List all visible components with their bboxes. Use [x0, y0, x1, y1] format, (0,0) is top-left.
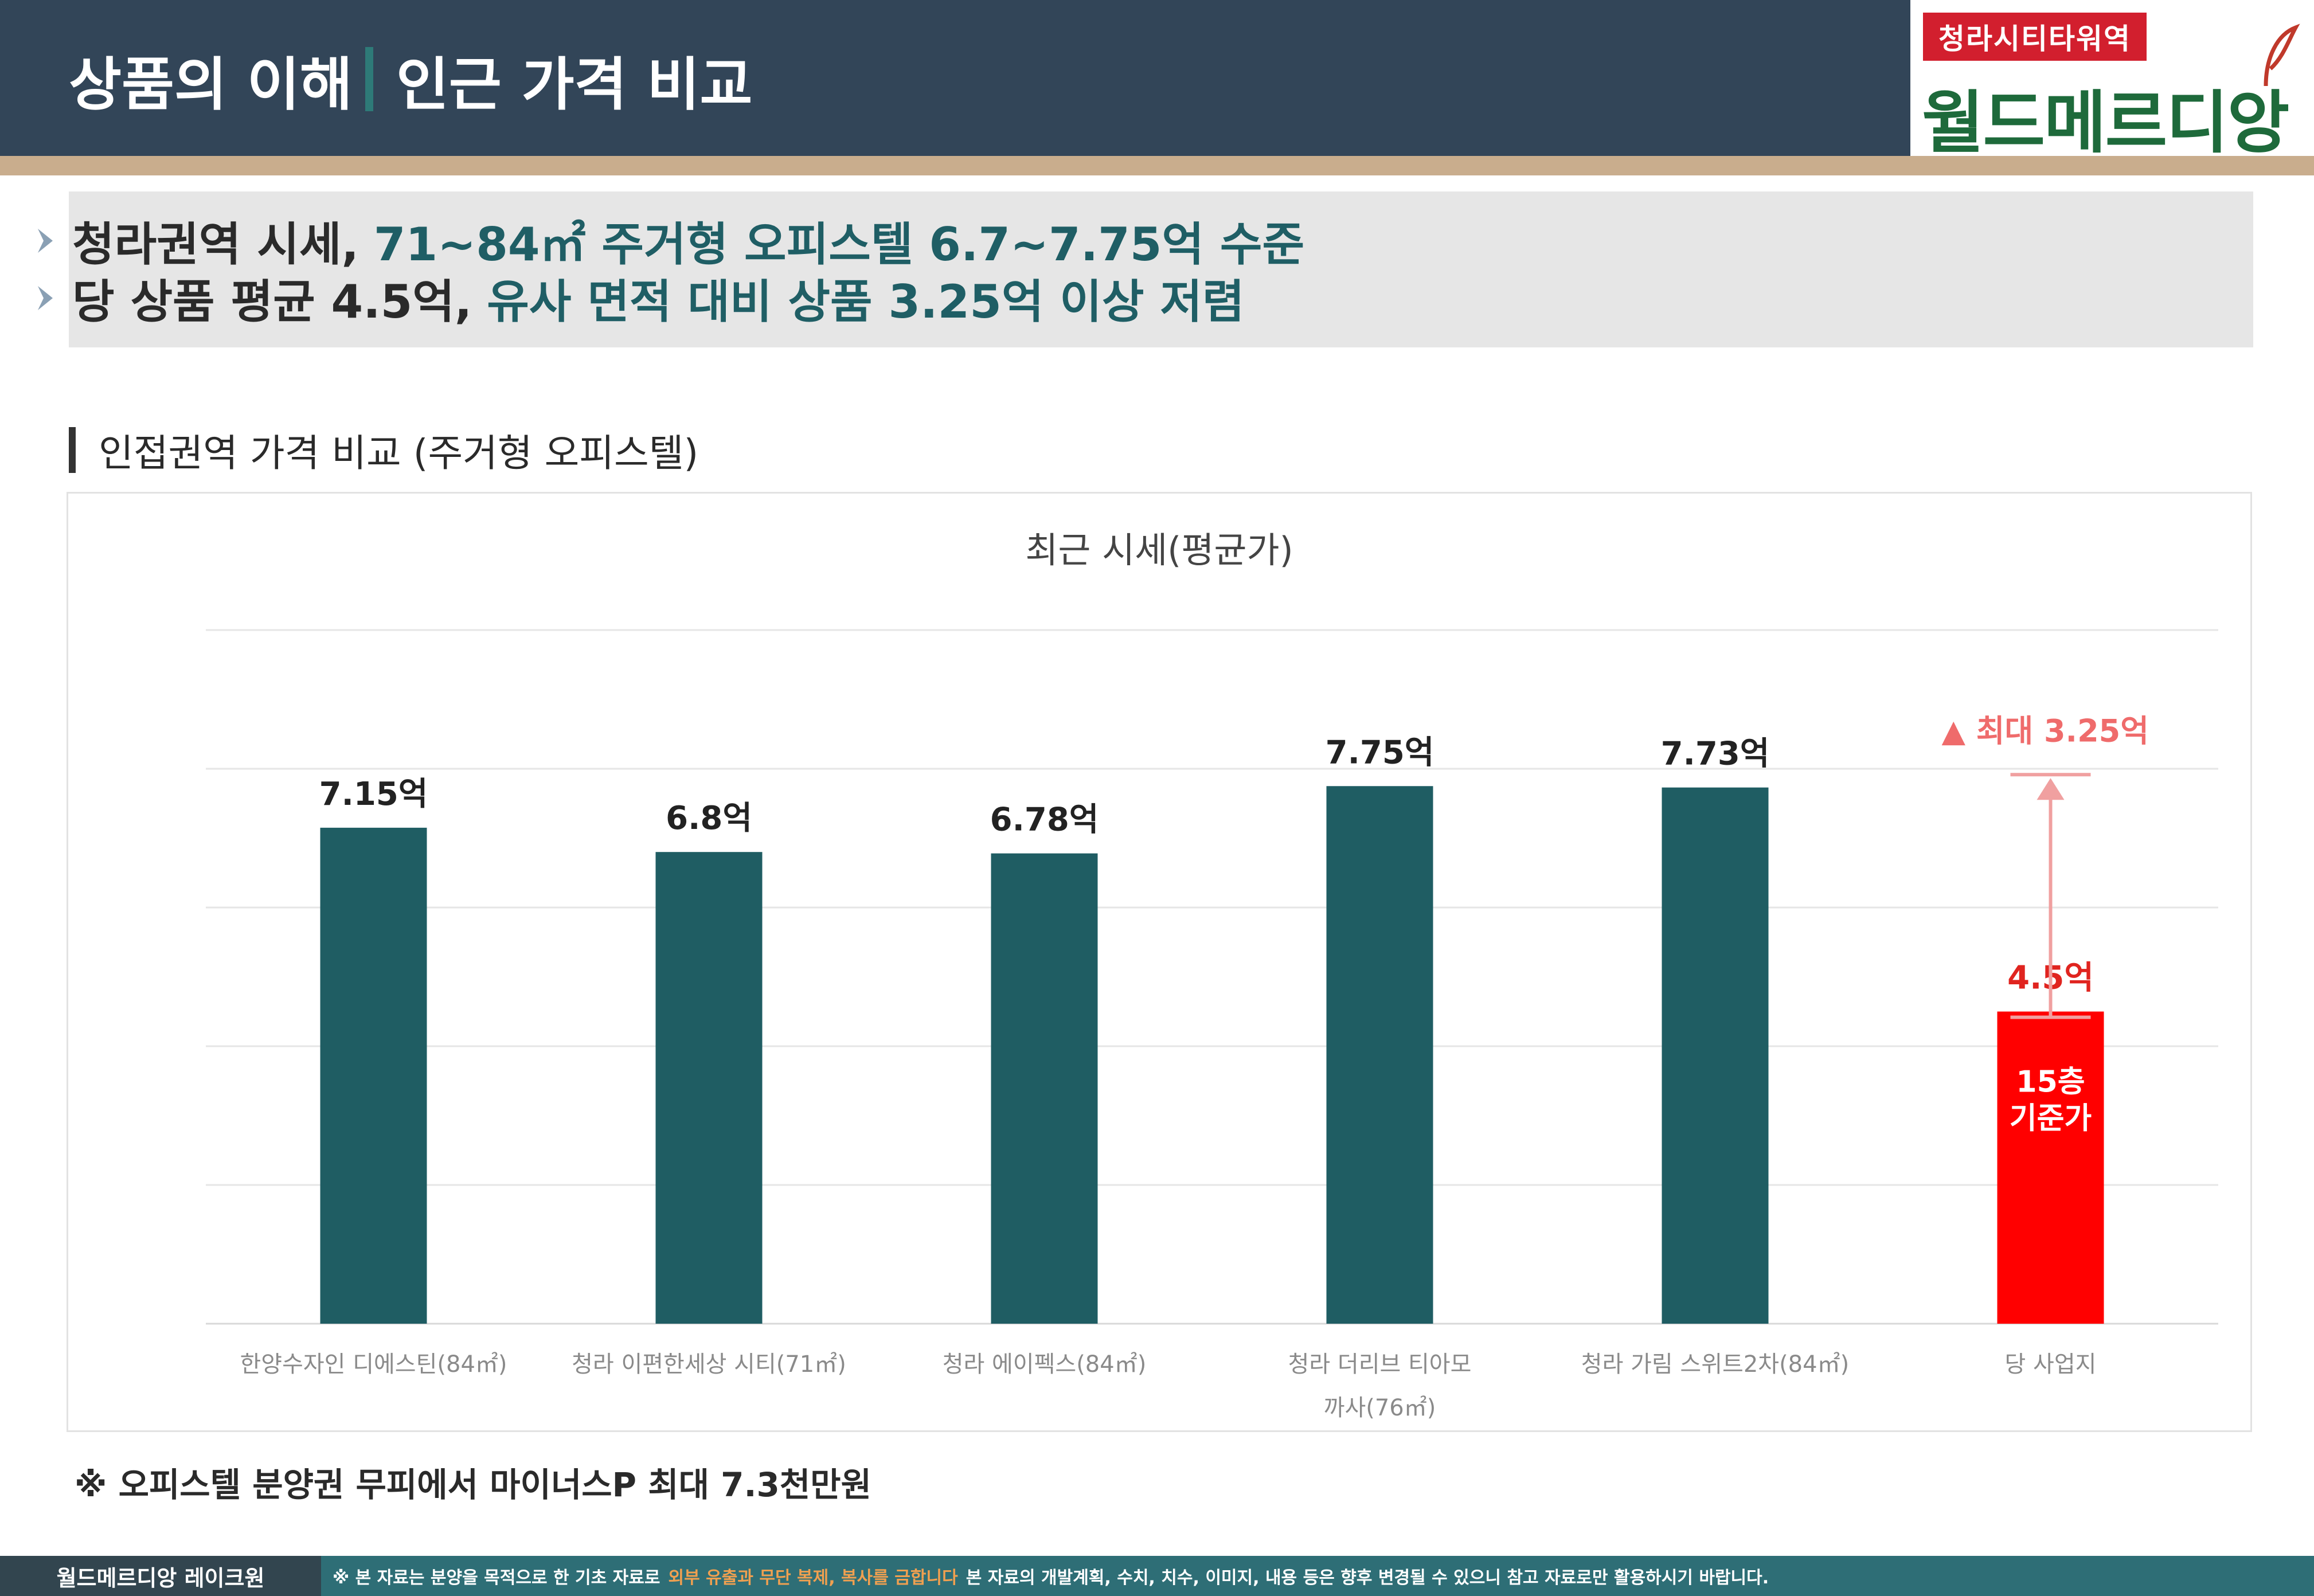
bar-4 [1326, 786, 1433, 1324]
category-label-4: 청라 더리브 티아모 [1288, 1351, 1472, 1378]
summary-line-1-lead: 청라권역 시세, [72, 218, 359, 271]
category-label-4: 까사(76㎡) [1324, 1395, 1436, 1421]
leaf-icon [2264, 24, 2300, 87]
summary-line-1-highlight: 71~84㎡ 주거형 오피스텔 6.7~7.75억 수준 [373, 218, 1305, 271]
data-label-4: 7.75억 [1326, 734, 1434, 771]
data-label-2: 6.8억 [666, 800, 752, 837]
disclaimer-warning: 외부 유출과 무단 복제, 복사를 금합니다 [668, 1568, 958, 1588]
footer-bar: 월드메르디앙 레이크원 ※ 본 자료는 분양을 목적으로 한 기초 자료로 외부… [0, 1556, 2314, 1596]
page-title-main: 상품의 이해 [69, 50, 353, 118]
bar-6 [1997, 1011, 2104, 1324]
bar-5 [1662, 787, 1769, 1324]
category-label-3: 청라 에이펙스(84㎡) [943, 1351, 1147, 1378]
data-label-1: 7.15억 [319, 776, 428, 813]
summary-line-1: 청라권역 시세, 71~84㎡ 주거형 오피스텔 6.7~7.75억 수준 [36, 212, 1304, 271]
summary-line-2: 당 상품 평균 4.5억, 유사 면적 대비 상품 3.25억 이상 저렴 [36, 269, 1245, 328]
section-marker [69, 427, 76, 473]
header-bar: 상품의 이해 인근 가격 비교 [0, 0, 1910, 156]
data-label-5: 7.73억 [1661, 736, 1770, 773]
title-separator [365, 47, 373, 111]
disclaimer-post: 본 자료의 개발계획, 수치, 치수, 이미지, 내용 등은 향후 변경될 수 … [966, 1568, 1769, 1588]
highlight-bar-text: 기준가 [2010, 1102, 2092, 1136]
highlight-bar-text: 15층 [2016, 1065, 2085, 1100]
footer-brand: 월드메르디앙 레이크원 [0, 1556, 321, 1596]
chart-title: 최근 시세(평균가) [1025, 529, 1293, 571]
summary-line-2-lead: 당 상품 평균 4.5억, [72, 275, 472, 328]
page-title: 상품의 이해 인근 가격 비교 [69, 39, 752, 119]
brand-logo: 청라시티타워역 월드메르디앙 [1910, 0, 2314, 162]
bullet-icon [38, 229, 53, 253]
footer-disclaimer: ※ 본 자료는 분양을 목적으로 한 기초 자료로 외부 유출과 무단 복제, … [333, 1556, 1769, 1596]
section-heading-text: 인접권역 가격 비교 (주거형 오피스텔) [99, 431, 699, 475]
bar-3 [991, 853, 1098, 1324]
category-label-5: 청라 가림 스위트2차(84㎡) [1581, 1351, 1849, 1378]
category-label-2: 청라 이편한세상 시티(71㎡) [572, 1351, 846, 1378]
logo-wordmark: 월드메르디앙 [1922, 83, 2289, 162]
bar-2 [655, 852, 763, 1324]
bar-1 [320, 827, 427, 1324]
summary-box [69, 191, 2253, 347]
category-label-1: 한양수자인 디에스틴(84㎡) [240, 1351, 507, 1378]
annotation-arrowhead [2037, 778, 2065, 800]
header-divider [0, 156, 2314, 175]
section-heading: 인접권역 가격 비교 (주거형 오피스텔) [69, 424, 698, 476]
footnote: ※ 오피스텔 분양권 무피에서 마이너스P 최대 7.3천만원 [75, 1465, 871, 1504]
bullet-icon [38, 286, 53, 310]
page-title-sub: 인근 가격 비교 [396, 50, 753, 118]
logo-tag: 청라시티타워역 [1923, 13, 2147, 61]
disclaimer-pre: ※ 본 자료는 분양을 목적으로 한 기초 자료로 [333, 1568, 660, 1588]
data-label-3: 6.78억 [990, 801, 1099, 839]
annotation-label: ▲ 최대 3.25억 [1942, 713, 2149, 749]
summary-line-2-highlight: 유사 면적 대비 상품 3.25억 이상 저렴 [487, 275, 1245, 328]
category-label-6: 당 사업지 [2005, 1351, 2097, 1378]
